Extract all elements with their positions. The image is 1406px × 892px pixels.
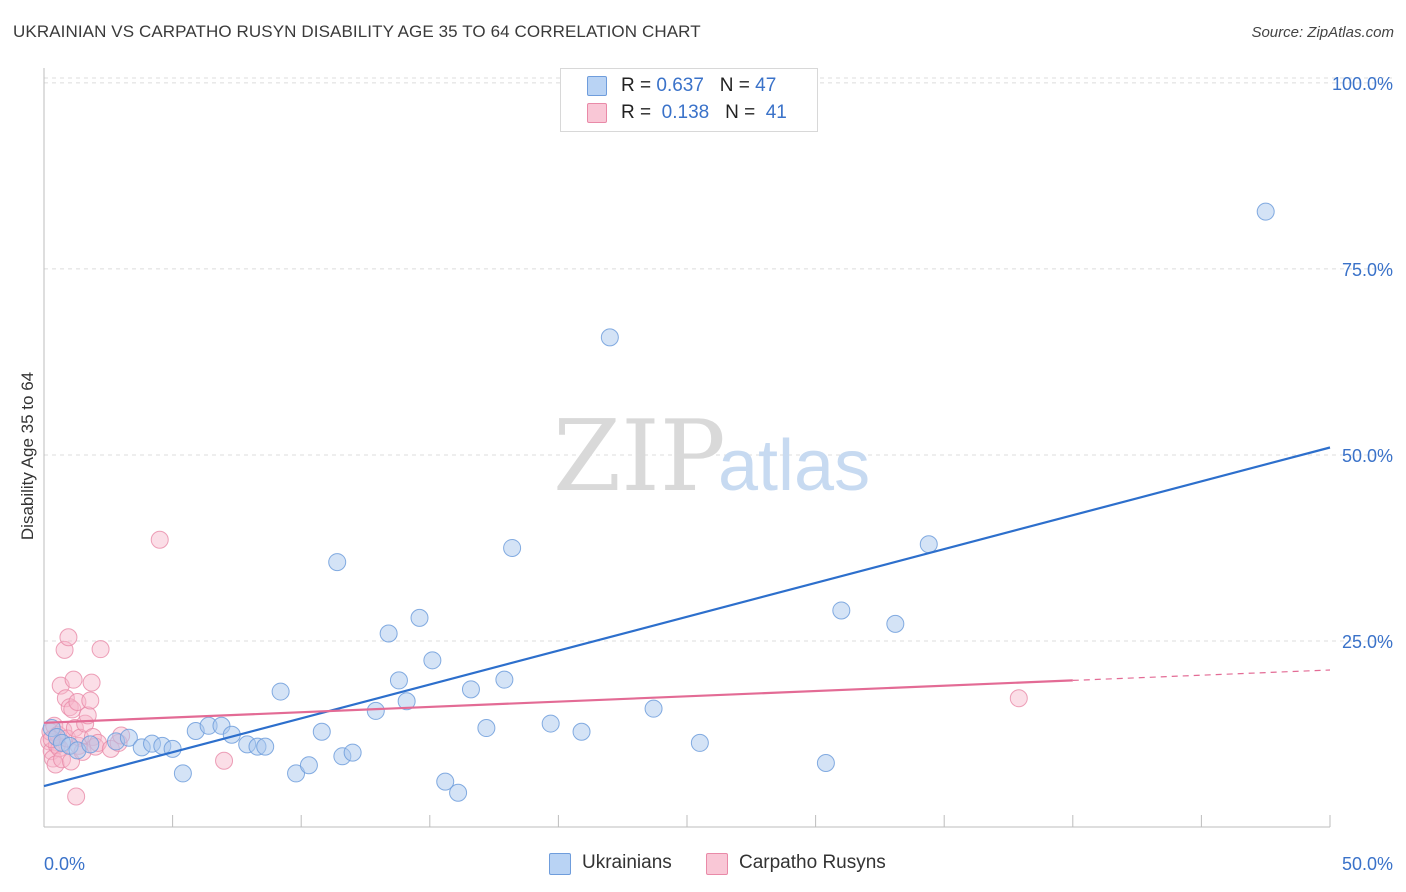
- ukrainians-point: [423, 651, 442, 670]
- legend-swatch-blue: [587, 76, 607, 96]
- ukrainians-point: [410, 608, 429, 627]
- ukrainians-point: [81, 735, 100, 754]
- ukrainians-point: [503, 538, 522, 557]
- ukrainians-point: [816, 754, 835, 773]
- carpatho-rusyns-point: [59, 628, 78, 647]
- ukrainians-point: [495, 670, 514, 689]
- ukrainians-point: [271, 682, 290, 701]
- ukrainians-point: [1256, 202, 1275, 221]
- carpatho-rusyns-point: [64, 670, 83, 689]
- y-tick-label: 75.0%: [1342, 260, 1393, 280]
- ukrainians-point: [379, 624, 398, 643]
- carpatho-rusyns-point: [67, 787, 86, 806]
- legend-r-label: R =: [621, 102, 652, 123]
- ukrainians-point: [644, 699, 663, 718]
- ukrainians-point: [449, 783, 468, 802]
- ukrainians-point: [600, 328, 619, 347]
- ukrainians-point: [397, 692, 416, 711]
- ukrainians-point: [436, 772, 455, 791]
- ukrainians-point: [119, 728, 138, 747]
- ukrainians-point: [477, 719, 496, 738]
- legend-n-label: N =: [725, 102, 756, 123]
- carpatho-rusyns-point: [65, 719, 84, 738]
- ukrainians-points: [42, 202, 1275, 802]
- carpatho-rusyns-point: [68, 692, 87, 711]
- legend-label: Carpatho Rusyns: [739, 852, 886, 873]
- carpatho-rusyns-trend-line: [43, 679, 1073, 724]
- carpatho-rusyns-point: [82, 673, 101, 692]
- y-tick-label: 100.0%: [1332, 74, 1393, 94]
- source-credit: Source: ZipAtlas.com: [1251, 24, 1394, 41]
- trend-lines: [43, 446, 1331, 788]
- ukrainians-point: [919, 535, 938, 554]
- carpatho-rusyns-point: [150, 530, 169, 549]
- carpatho-rusyns-points: [40, 530, 1028, 806]
- ukrainians-point: [366, 701, 385, 720]
- legend-n-value: 41: [765, 102, 787, 123]
- carpatho-rusyns-point: [1009, 689, 1028, 708]
- watermark-atlas: atlas: [718, 426, 870, 506]
- legend-r-value: 0.637: [656, 75, 704, 96]
- y-tick-label: 50.0%: [1342, 446, 1393, 466]
- legend-n-value: 47: [755, 75, 777, 96]
- carpatho-rusyns-point: [78, 706, 97, 725]
- carpatho-rusyns-point: [56, 689, 75, 708]
- tick-labels: 25.0% 50.0% 75.0% 100.0% 0.0% 50.0%: [44, 74, 1393, 874]
- watermark: ZIP atlas: [553, 400, 870, 514]
- ukrainians-point: [299, 756, 318, 775]
- legend-r-value: 0.138: [661, 102, 710, 123]
- ukrainians-point: [461, 680, 480, 699]
- chart-title: UKRAINIAN VS CARPATHO RUSYN DISABILITY A…: [13, 22, 701, 41]
- ukrainians-trend-line: [43, 446, 1331, 788]
- x-tick-label: 50.0%: [1342, 854, 1393, 874]
- x-tick-label: 0.0%: [44, 854, 85, 874]
- legend-r-label: R =: [621, 75, 652, 96]
- legend-n-label: N =: [719, 75, 750, 96]
- ukrainians-point: [389, 671, 408, 690]
- legend-swatch-pink: [587, 103, 607, 123]
- axes: [43, 68, 1331, 828]
- ukrainians-point: [173, 764, 192, 783]
- ukrainians-point: [312, 722, 331, 741]
- y-tick-label: 25.0%: [1342, 632, 1393, 652]
- ukrainians-point: [832, 601, 851, 620]
- ukrainians-point: [572, 722, 591, 741]
- watermark-zip: ZIP: [553, 400, 726, 514]
- ukrainians-point: [886, 614, 905, 633]
- legend-label: Ukrainians: [582, 852, 672, 873]
- ukrainians-point: [690, 733, 709, 752]
- ukrainians-point: [287, 764, 306, 783]
- ukrainians-point: [541, 714, 560, 733]
- carpatho-rusyns-point: [81, 691, 100, 710]
- carpatho-rusyns-trend-extension: [1072, 669, 1331, 682]
- carpatho-rusyns-point: [215, 751, 234, 770]
- carpatho-rusyns-point: [91, 640, 110, 659]
- ukrainians-point: [343, 743, 362, 762]
- stats-legend: R = 0.637 N = 47 R = 0.138 N = 41: [560, 68, 818, 132]
- legend-swatch-blue: [549, 853, 571, 875]
- ukrainians-point: [328, 553, 347, 572]
- legend-swatch-pink: [706, 853, 728, 875]
- grid-lines: [44, 77, 1392, 642]
- ukrainians-point: [256, 737, 275, 756]
